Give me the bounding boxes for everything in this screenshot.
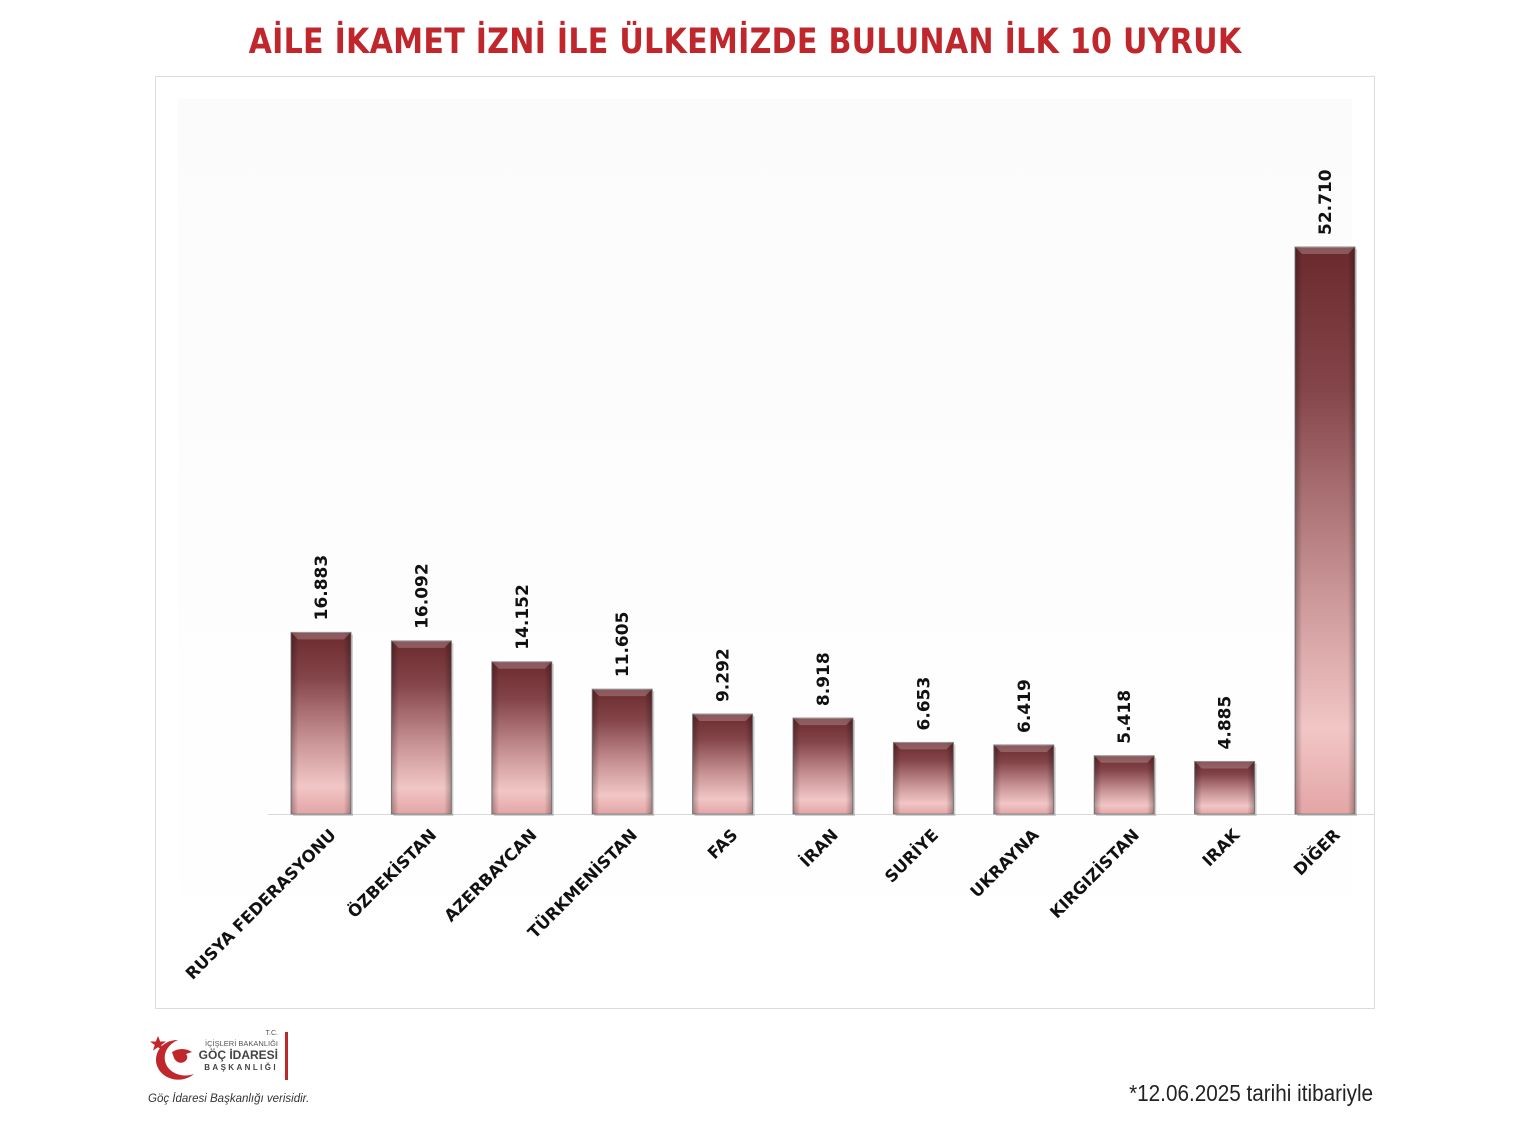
bar-9 — [1093, 755, 1157, 816]
value-labels: 16.883 16.092 14.152 11.605 9.292 8.918 6.653 6… — [312, 169, 1336, 749]
bar-4 — [591, 688, 655, 816]
value-label-1: 16.883 — [312, 555, 332, 621]
logo-line-presidency: BAŞKANLIĞI — [204, 1063, 278, 1072]
value-label-4: 11.605 — [613, 612, 633, 678]
bar-2 — [390, 640, 454, 816]
bars — [290, 246, 1357, 816]
value-label-3: 14.152 — [513, 584, 533, 650]
logo-divider — [285, 1032, 288, 1080]
chart-title: AİLE İKAMET İZNİ İLE ÜLKEMİZDE BULUNAN İ… — [248, 22, 1242, 62]
value-label-11: 52.710 — [1316, 169, 1336, 235]
goc-idaresi-logo: T.C. İÇİŞLERİ BAKANLIĞI GÖÇ İDARESİ BAŞK… — [148, 1030, 298, 1086]
logo-line-agency: GÖÇ İDARESİ — [198, 1048, 278, 1062]
crescent-star-bird-icon — [150, 1036, 194, 1080]
logo-line-ministry: İÇİŞLERİ BAKANLIĞI — [205, 1039, 278, 1048]
value-label-2: 16.092 — [412, 563, 432, 629]
bar-1 — [290, 631, 353, 816]
value-label-8: 6.419 — [1015, 679, 1035, 733]
bar-10 — [1194, 760, 1257, 816]
bar-7 — [892, 741, 956, 816]
value-label-9: 5.418 — [1115, 690, 1135, 744]
bar-6 — [792, 717, 855, 816]
date-note: *12.06.2025 tarihi itibariyle — [1129, 1080, 1373, 1106]
bar-5 — [692, 713, 755, 816]
value-label-7: 6.653 — [914, 677, 934, 731]
value-label-6: 8.918 — [814, 652, 834, 706]
bar-3 — [491, 661, 554, 816]
value-label-5: 9.292 — [714, 648, 734, 702]
bar-chart: 16.883 16.092 14.152 11.605 9.292 8.918 6.653 6… — [178, 99, 1374, 989]
bar-8 — [993, 744, 1056, 816]
source-note: Göç İdaresi Başkanlığı verisidir. — [148, 1093, 310, 1105]
bar-11 — [1294, 246, 1357, 816]
plot-panel — [178, 99, 1352, 989]
logo-line-tc: T.C. — [265, 1030, 278, 1037]
value-label-10: 4.885 — [1216, 696, 1236, 750]
chart-area: 16.883 16.092 14.152 11.605 9.292 8.918 6.653 6… — [155, 76, 1375, 1009]
